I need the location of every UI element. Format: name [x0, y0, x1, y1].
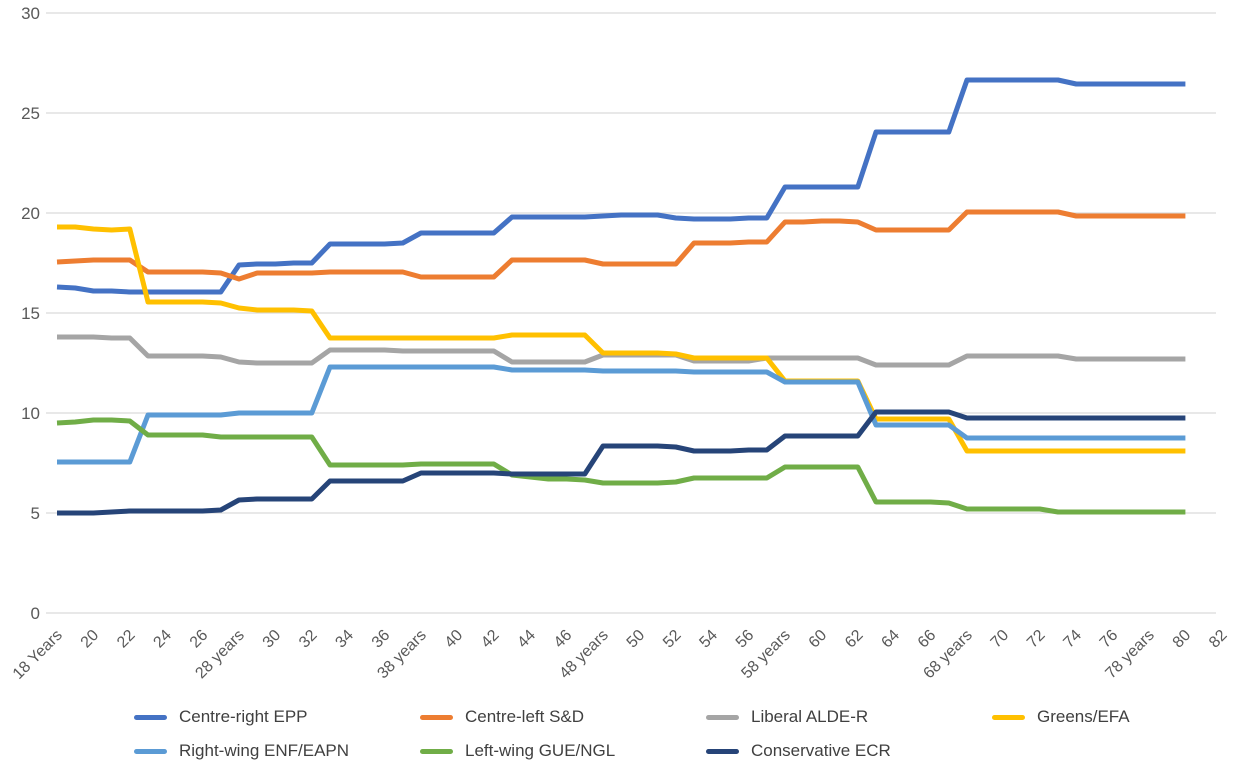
y-axis-tick-label: 10: [21, 404, 40, 423]
y-axis-tick-label: 15: [21, 304, 40, 323]
legend-marker-icon: [420, 748, 453, 754]
x-axis-tick-label: 54: [696, 627, 721, 652]
legend-item-4: Right-wing ENF/EAPN: [134, 734, 420, 768]
legend-label: Right-wing ENF/EAPN: [179, 741, 350, 760]
x-axis-tick-label: 46: [551, 627, 576, 652]
x-axis-tick-label: 34: [332, 627, 357, 652]
x-axis-tick-label: 18 Years: [10, 627, 66, 683]
x-axis-tick-label: 26: [187, 627, 212, 652]
legend-item-1: Centre-left S&D: [420, 700, 706, 734]
y-axis-tick-label: 5: [31, 504, 40, 523]
x-axis-tick-label: 62: [842, 627, 867, 652]
legend-label: Centre-right EPP: [179, 707, 308, 726]
series-line-5: [56, 417, 1186, 515]
x-axis-tick-label: 30: [260, 627, 285, 652]
x-axis-tick-label: 66: [915, 627, 940, 652]
x-axis-tick-label: 52: [660, 627, 685, 652]
legend-label: Left-wing GUE/NGL: [465, 741, 616, 760]
legend-item-6: Conservative ECR: [706, 734, 992, 768]
legend-label: Liberal ALDE-R: [751, 707, 869, 726]
legend-marker-icon: [134, 714, 167, 720]
chart-legend: Centre-right EPP Centre-left S&D Liberal A…: [134, 700, 1238, 768]
x-axis-tick-label: 32: [296, 627, 321, 652]
x-axis-tick-label: 64: [878, 627, 903, 652]
legend-marker-icon: [134, 748, 167, 754]
x-axis-tick-label: 82: [1206, 627, 1231, 652]
x-axis-tick-label: 24: [150, 627, 175, 652]
gridlines: [46, 12, 1216, 614]
series-lines: [56, 77, 1186, 516]
x-axis-tick-label: 42: [478, 627, 503, 652]
x-axis-tick-label: 22: [114, 627, 139, 652]
legend-marker-icon: [706, 748, 739, 754]
x-axis-tick-label: 36: [369, 627, 394, 652]
y-axis-tick-label: 20: [21, 204, 40, 223]
series-line-4: [57, 364, 1186, 465]
legend-item-5: Left-wing GUE/NGL: [420, 734, 706, 768]
legend-label: Conservative ECR: [751, 741, 891, 760]
y-axis-tick-label: 0: [31, 604, 40, 623]
series-line-6: [57, 409, 1186, 516]
x-axis-tick-label: 44: [514, 627, 539, 652]
series-line-3: [57, 224, 1186, 454]
x-axis-tick-label: 56: [733, 627, 758, 652]
legend-label: Centre-left S&D: [465, 707, 585, 726]
x-axis-tick-label: 60: [806, 627, 831, 652]
x-axis-tick-label: 20: [78, 627, 103, 652]
legend-marker-icon: [420, 714, 453, 720]
series-line-1: [56, 209, 1186, 282]
x-axis-tick-label: 80: [1170, 627, 1195, 652]
x-axis-tick-label: 40: [442, 627, 467, 652]
legend-item-2: Liberal ALDE-R: [706, 700, 992, 734]
x-axis-tick-label: 72: [1024, 627, 1049, 652]
x-axis-tick-label: 76: [1097, 627, 1122, 652]
series-line-0: [56, 77, 1186, 295]
x-axis-tick-label: 70: [988, 627, 1013, 652]
legend-marker-icon: [706, 714, 739, 720]
y-axis-tick-label: 25: [21, 104, 40, 123]
legend-item-0: Centre-right EPP: [134, 700, 420, 734]
legend-label: Greens/EFA: [1037, 707, 1130, 726]
legend-marker-icon: [992, 714, 1025, 720]
x-axis-tick-label: 74: [1060, 627, 1085, 652]
legend-item-3: Greens/EFA: [992, 700, 1238, 734]
y-axis-tick-label: 30: [21, 4, 40, 23]
y-axis-labels: 0 5 10 15 20 25 30: [21, 4, 40, 623]
x-axis-tick-label: 50: [624, 627, 649, 652]
